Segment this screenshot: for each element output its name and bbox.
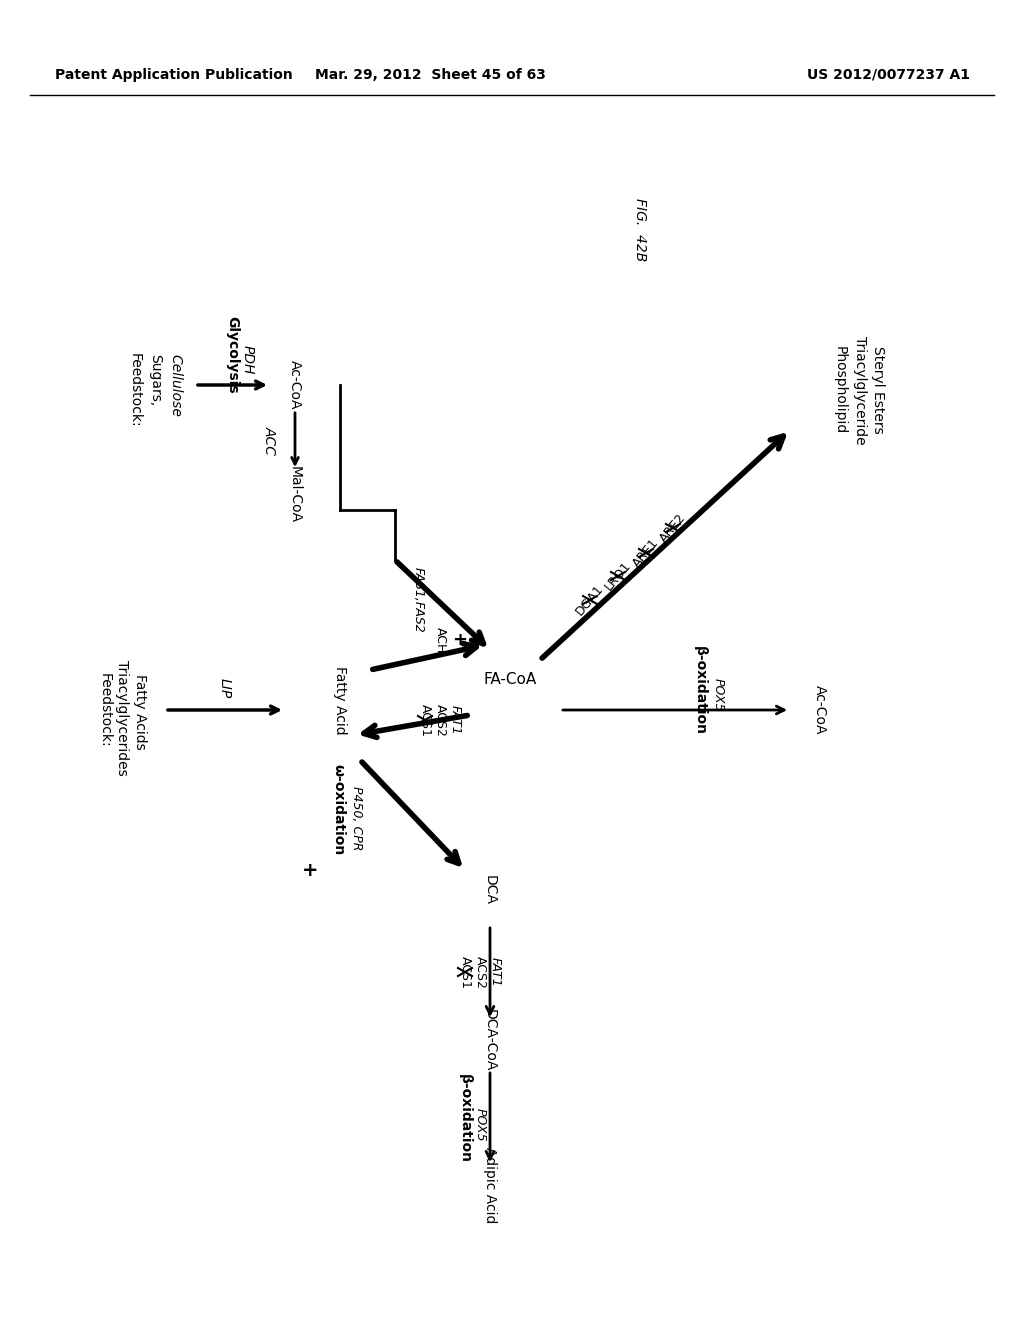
Text: Mal-CoA: Mal-CoA (288, 466, 302, 524)
Text: ACC: ACC (263, 425, 278, 454)
Text: LIP: LIP (218, 678, 232, 698)
Text: DCA-CoA: DCA-CoA (483, 1008, 497, 1072)
Text: Triacylglycerides: Triacylglycerides (115, 660, 129, 776)
Text: Fatty Acid: Fatty Acid (333, 665, 347, 734)
Text: β-oxidation: β-oxidation (458, 1073, 472, 1163)
Text: FAT1: FAT1 (488, 957, 502, 987)
Text: +: + (453, 631, 468, 649)
Text: ACH: ACH (433, 627, 446, 653)
Text: POX5: POX5 (712, 678, 725, 711)
Text: LRO1: LRO1 (602, 558, 634, 593)
Text: Patent Application Publication: Patent Application Publication (55, 69, 293, 82)
Text: Ac-CoA: Ac-CoA (288, 360, 302, 409)
Text: Cellulose: Cellulose (168, 354, 182, 416)
Text: DCA: DCA (483, 875, 497, 906)
Text: FA-CoA: FA-CoA (483, 672, 537, 688)
Text: Ac-CoA: Ac-CoA (813, 685, 827, 735)
Text: Steryl Esters: Steryl Esters (871, 346, 885, 434)
Text: Phospholipid: Phospholipid (833, 346, 847, 434)
Text: +: + (302, 861, 318, 879)
Text: ω-oxidation: ω-oxidation (331, 764, 345, 855)
Text: Mar. 29, 2012  Sheet 45 of 63: Mar. 29, 2012 Sheet 45 of 63 (314, 69, 546, 82)
Text: PDH: PDH (241, 346, 255, 375)
Text: Triacylglyceride: Triacylglyceride (853, 335, 867, 445)
Text: ARE2: ARE2 (657, 511, 688, 545)
Text: ACS2: ACS2 (433, 704, 446, 737)
Text: FAS1,FAS2: FAS1,FAS2 (412, 568, 425, 632)
Text: Feedstock:: Feedstock: (98, 673, 112, 747)
Text: FAT1: FAT1 (449, 705, 462, 735)
Text: ACS1: ACS1 (419, 704, 431, 737)
Text: Fatty Acids: Fatty Acids (133, 675, 147, 750)
Text: Feedstock:: Feedstock: (128, 352, 142, 428)
Text: β-oxidation: β-oxidation (693, 645, 707, 734)
Text: ARE1: ARE1 (631, 536, 662, 570)
Text: US 2012/0077237 A1: US 2012/0077237 A1 (807, 69, 970, 82)
Text: P450, CPR: P450, CPR (349, 785, 362, 850)
Text: POX5: POX5 (473, 1109, 486, 1142)
Text: DGA1: DGA1 (573, 582, 606, 618)
Text: ACS1: ACS1 (459, 956, 471, 989)
Text: FIG.  42B: FIG. 42B (633, 198, 647, 261)
Text: Glycolysis: Glycolysis (225, 317, 239, 393)
Text: Sugars,: Sugars, (148, 354, 162, 407)
Text: Adipic Acid: Adipic Acid (483, 1147, 497, 1224)
Text: ACS2: ACS2 (473, 956, 486, 989)
